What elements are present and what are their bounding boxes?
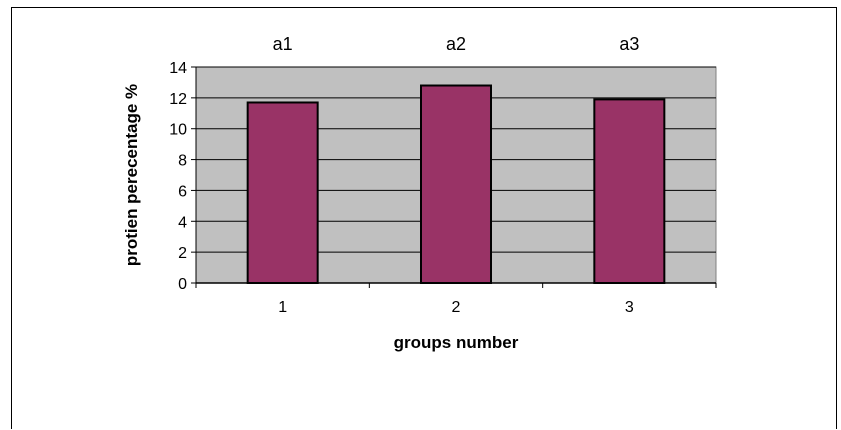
x-tick-label-2: 2 — [452, 299, 461, 316]
x-axis: 1 2 3 — [195, 282, 717, 316]
bar-labels: a1 a2 a3 — [273, 34, 640, 54]
bar-3 — [593, 98, 666, 285]
y-tick-label-0: 0 — [178, 276, 187, 293]
bars — [246, 84, 666, 285]
chart-frame — [11, 7, 837, 429]
y-tick-label-14: 14 — [169, 60, 187, 77]
y-tick-label-4: 4 — [178, 214, 187, 231]
y-tick-label-12: 12 — [169, 91, 187, 108]
y-tick-label-6: 6 — [178, 183, 187, 200]
bar-label-a3: a3 — [619, 34, 639, 54]
x-tick-label-3: 3 — [625, 299, 634, 316]
y-axis-label: protien perecentage % — [122, 84, 141, 266]
bar-2 — [420, 84, 492, 284]
bar-label-a2: a2 — [446, 34, 466, 54]
bar-1 — [246, 101, 319, 284]
x-axis-label: groups number — [394, 333, 519, 352]
y-tick-label-10: 10 — [169, 122, 187, 139]
bar-label-a1: a1 — [273, 34, 293, 54]
y-tick-label-2: 2 — [178, 245, 187, 262]
x-tick-label-1: 1 — [278, 299, 287, 316]
y-axis: 0 2 4 6 8 10 12 14 — [169, 60, 197, 293]
y-tick-label-8: 8 — [178, 153, 187, 170]
